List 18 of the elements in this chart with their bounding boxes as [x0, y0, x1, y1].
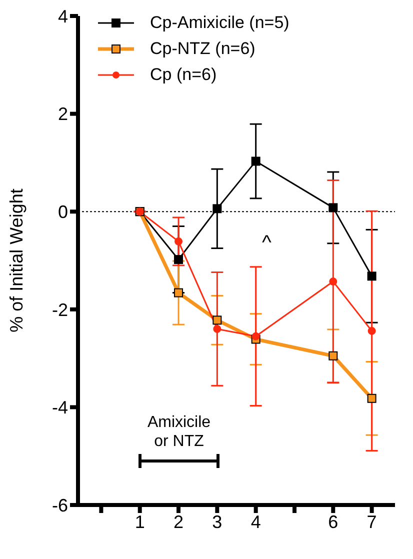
annotation: Amixicile or NTZ [146, 413, 212, 451]
legend-label: Cp-NTZ (n=6) [150, 39, 256, 59]
legend-label: Cp (n=6) [150, 65, 217, 85]
x-tick-label: 2 [174, 512, 184, 532]
x-tick-label: 6 [328, 512, 338, 532]
y-tick-label: 2 [58, 104, 68, 124]
y-tick-label: 0 [58, 202, 68, 222]
y-tick-label: 4 [58, 6, 68, 26]
annotation: ^ [262, 232, 272, 255]
x-tick-label: 4 [250, 512, 261, 532]
y-tick-label: -6 [52, 495, 68, 516]
y-axis-title: % of Initial Weight [6, 188, 26, 332]
x-tick-label: 1 [134, 512, 145, 532]
x-tick-label: 7 [366, 512, 377, 532]
legend-label: Cp-Amixicile (n=5) [150, 13, 290, 33]
y-tick-label: -2 [52, 300, 68, 320]
y-tick-label: -4 [52, 398, 68, 418]
x-tick-label: 3 [212, 512, 222, 532]
